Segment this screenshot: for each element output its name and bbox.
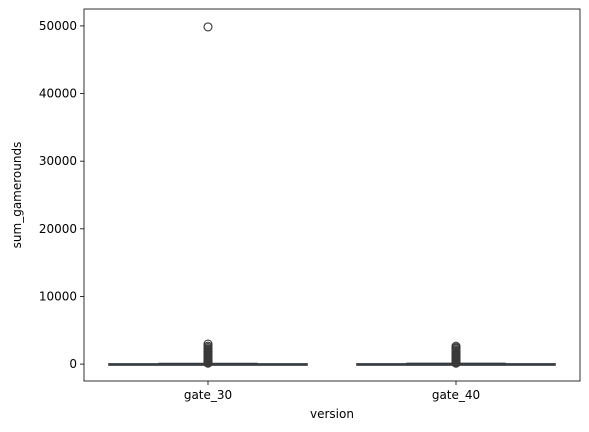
x-axis-label: version: [310, 407, 354, 421]
y-tick-label: 30000: [39, 154, 77, 168]
outlier-point: [203, 358, 213, 368]
y-tick-label: 0: [69, 357, 77, 371]
y-tick-label: 40000: [39, 87, 77, 101]
y-tick-label: 50000: [39, 19, 77, 33]
x-axis: gate_30 gate_40: [184, 381, 480, 402]
outlier-point: [451, 358, 461, 368]
box-gate_30: [108, 22, 308, 368]
y-axis: 0 10000 20000 30000 40000 50000: [39, 19, 84, 371]
y-tick-label: 10000: [39, 289, 77, 303]
box-gate_40: [356, 341, 556, 368]
x-tick-label: gate_30: [184, 388, 232, 402]
y-tick-label: 20000: [39, 222, 77, 236]
outlier-point: [203, 22, 213, 32]
x-tick-label: gate_40: [432, 388, 480, 402]
plot-area: [108, 22, 556, 368]
axes-frame: [83, 8, 581, 382]
y-axis-label: sum_gamerounds: [10, 142, 24, 249]
